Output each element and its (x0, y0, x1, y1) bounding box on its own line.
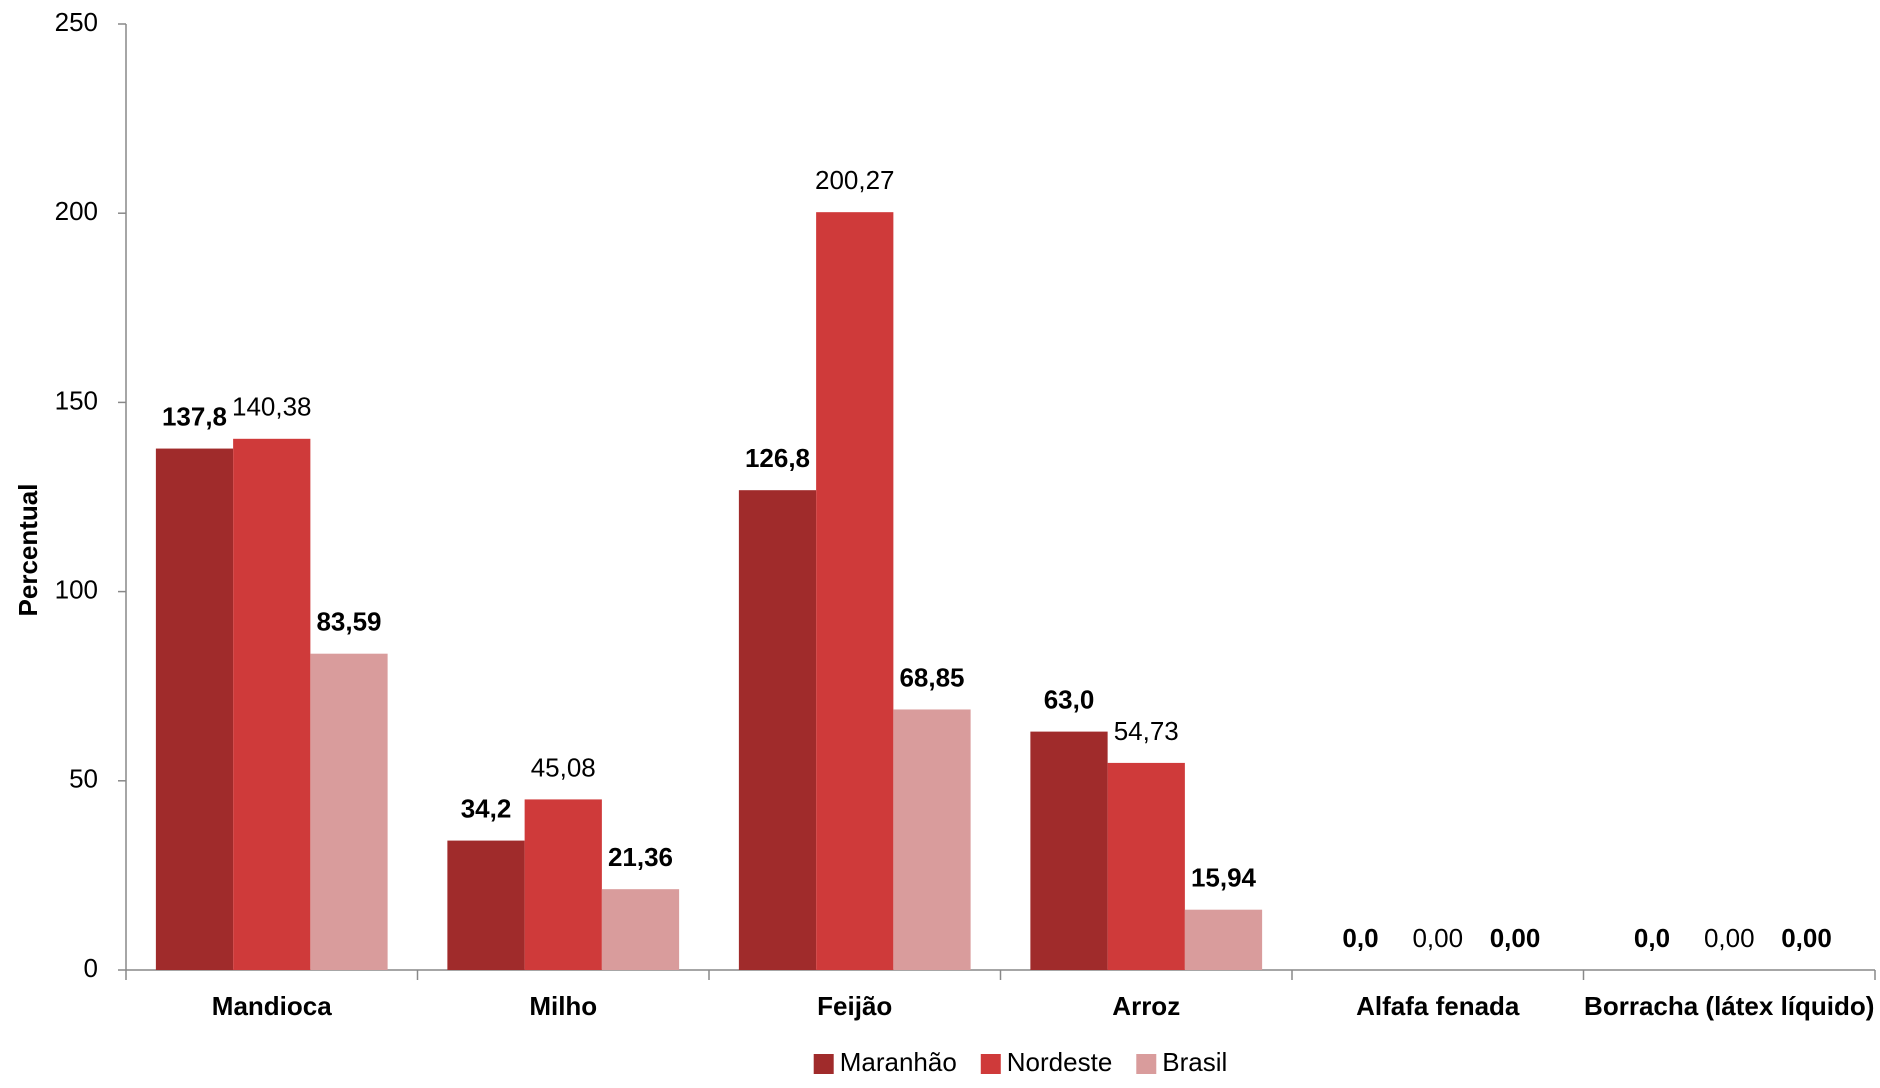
bar (1184, 909, 1263, 970)
data-label: 54,73 (1114, 716, 1179, 746)
bar (816, 212, 894, 970)
y-axis-title: Percentual (13, 484, 43, 617)
data-label: 126,8 (745, 443, 810, 473)
legend-swatch (980, 1054, 1001, 1074)
x-tick-label-box: Milho (529, 991, 598, 1021)
data-label: 63,0 (1044, 684, 1095, 714)
legend-label: Nordeste (1007, 1047, 1113, 1077)
legend: Maranhão Nordeste Brasil (813, 1047, 1227, 1077)
data-label: 137,8 (162, 401, 227, 431)
data-label: 45,08 (531, 752, 596, 782)
legend-label: Brasil (1162, 1047, 1227, 1077)
y-tick-label: 100 (55, 574, 98, 604)
x-tick-label-box: Arroz (1112, 991, 1181, 1021)
x-tick-label: Alfafa fenada (1356, 991, 1520, 1021)
y-tick-label: 200 (55, 196, 98, 226)
bar (1107, 762, 1185, 970)
bar (155, 448, 234, 970)
data-label: 200,27 (815, 165, 895, 195)
x-tick-label-box: Mandioca (211, 991, 332, 1021)
legend-swatch (813, 1054, 834, 1074)
x-tick-label: Borracha (látex líquido) (1584, 991, 1875, 1021)
y-tick-label: 0 (84, 953, 98, 983)
bar (310, 653, 388, 970)
data-label: 0,00 (1412, 923, 1463, 953)
data-label: 15,94 (1191, 863, 1257, 893)
y-tick-label: 250 (55, 7, 98, 37)
bar (524, 799, 602, 970)
bar (447, 840, 525, 970)
bar (1030, 731, 1108, 970)
data-label: 0,00 (1704, 923, 1755, 953)
x-tick-label: Arroz (1112, 991, 1181, 1021)
y-tick-label: 150 (55, 385, 98, 415)
data-label: 0,00 (1490, 923, 1541, 953)
x-tick-label-box: Alfafa fenada (1356, 991, 1520, 1021)
data-label: 140,38 (232, 392, 312, 422)
bar (738, 490, 817, 970)
x-tick-label-box: Borracha (látex líquido) (1584, 991, 1875, 1021)
x-tick-label-box: Feijão (817, 991, 893, 1021)
data-label: 83,59 (316, 607, 381, 637)
data-label: 21,36 (608, 842, 673, 872)
legend-label: Maranhão (840, 1047, 957, 1077)
data-label: 34,2 (461, 793, 512, 823)
data-label: 0,00 (1781, 923, 1832, 953)
bar (893, 709, 971, 970)
bar (233, 438, 311, 970)
data-label: 68,85 (899, 662, 964, 692)
bar (601, 889, 680, 970)
data-label: 0,0 (1634, 923, 1670, 953)
x-tick-label: Milho (529, 991, 598, 1021)
legend-swatch (1136, 1054, 1157, 1074)
y-tick-label: 50 (69, 764, 98, 794)
x-tick-label: Mandioca (211, 991, 332, 1021)
x-tick-label: Feijão (817, 991, 893, 1021)
data-label: 0,0 (1342, 923, 1378, 953)
